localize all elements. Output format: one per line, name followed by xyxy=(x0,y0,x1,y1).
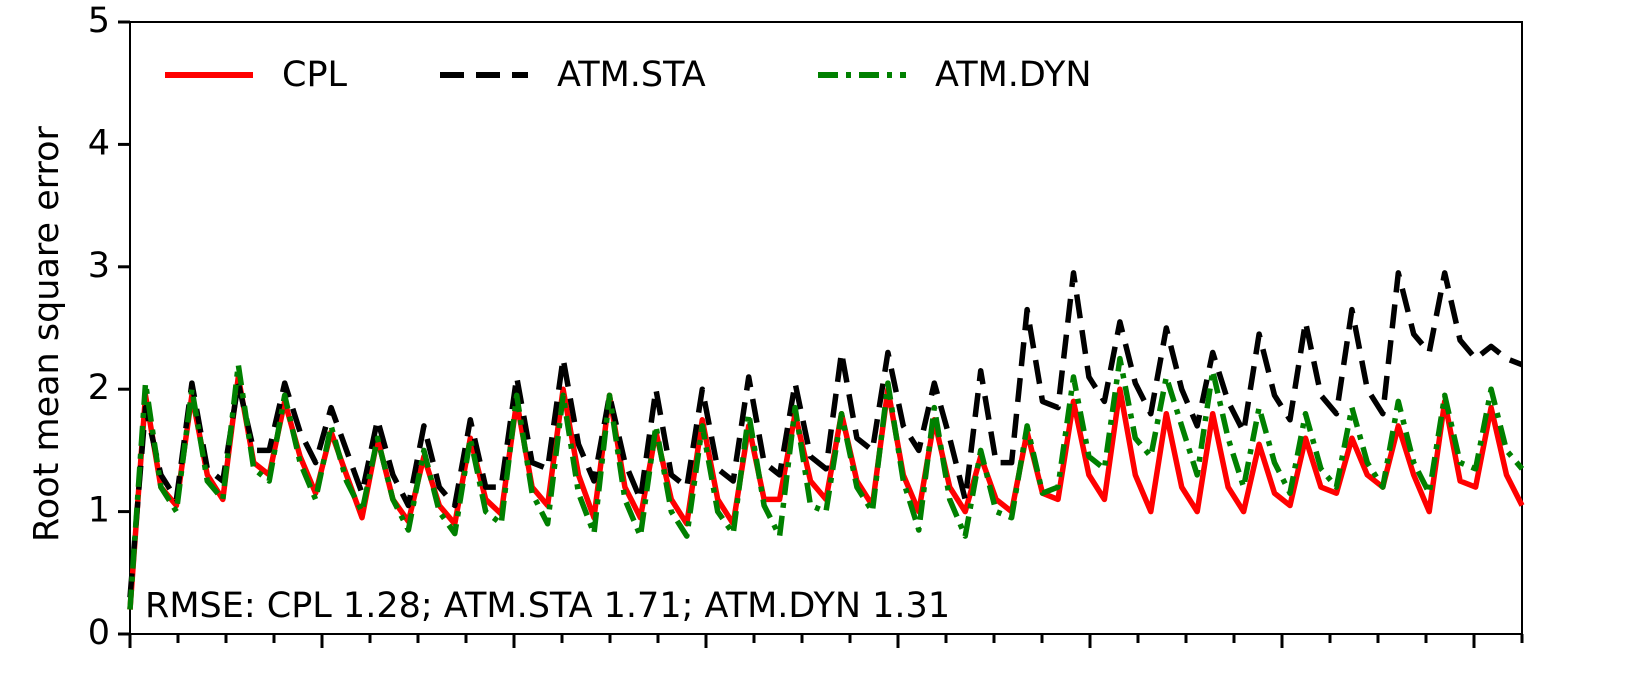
y-tick-label: 0 xyxy=(88,613,110,653)
legend-label: ATM.STA xyxy=(557,55,706,95)
series-line xyxy=(127,355,1525,610)
y-tick-label: 2 xyxy=(88,368,110,408)
plot-frame xyxy=(129,21,1523,635)
series-line xyxy=(127,374,1525,610)
series-line xyxy=(127,270,1524,598)
legend-label: ATM.DYN xyxy=(935,55,1092,95)
y-tick-label: 1 xyxy=(88,491,110,531)
annotation: RMSE: CPL 1.28; ATM.STA 1.71; ATM.DYN 1.… xyxy=(145,586,950,626)
y-tick-label: 5 xyxy=(88,1,110,41)
y-axis-label: Root mean square error xyxy=(27,125,67,542)
y-tick-label: 4 xyxy=(88,123,110,163)
y-tick-label: 3 xyxy=(88,246,110,286)
legend-label: CPL xyxy=(282,55,348,95)
